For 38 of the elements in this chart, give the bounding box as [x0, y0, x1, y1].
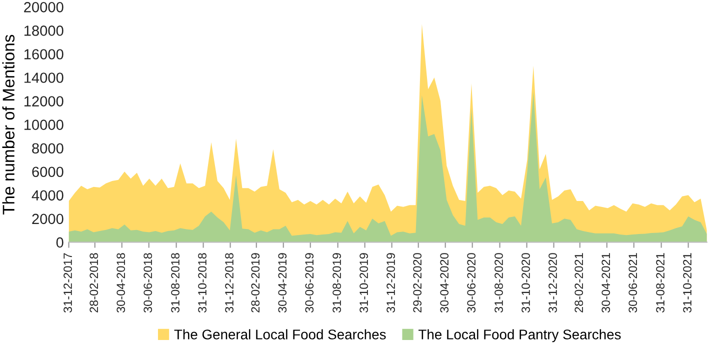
x-tick-label: 31-10-2019 — [360, 253, 368, 313]
x-tick-label: 29-02-2020 — [413, 253, 422, 312]
x-tick-label: 28-02-2018 — [90, 253, 98, 312]
x-tick-label: 31-08-2018 — [171, 253, 180, 313]
x-tick-label: 31-08-2020 — [494, 253, 503, 313]
x-tick-label: 30-04-2018 — [116, 253, 126, 313]
y-tick-label: 2000 — [32, 214, 64, 224]
x-tick-label: 30-04-2019 — [278, 253, 287, 313]
x-tick-label: 31-10-2021 — [683, 253, 692, 313]
x-tick-label: 31-12-2017 — [64, 253, 72, 313]
x-tick-label: 30-06-2019 — [305, 253, 314, 313]
x-tick-label: 31-10-2020 — [522, 253, 530, 313]
x-tick-label: 31-08-2021 — [656, 253, 664, 313]
x-tick-label: 28-02-2019 — [251, 253, 260, 312]
legend-label: The Local Food Pantry Searches — [418, 329, 621, 342]
x-tick-label: 30-06-2018 — [144, 253, 152, 313]
x-tick-label: 30-04-2021 — [602, 253, 610, 313]
y-tick-label: 18000 — [24, 26, 64, 36]
x-tick-label: 31-08-2019 — [332, 253, 341, 313]
y-tick-label: 12000 — [24, 96, 64, 106]
legend-label: The General Local Food Searches — [174, 329, 386, 340]
x-tick-label: 31-10-2018 — [198, 253, 206, 313]
x-tick-label: 30-06-2021 — [628, 253, 638, 313]
y-tick-label: 14000 — [24, 72, 64, 83]
y-tick-label: 6000 — [32, 166, 64, 178]
y-axis-title: The number of Mentions — [2, 34, 15, 214]
y-tick-label: 8000 — [32, 143, 64, 154]
y-tick-label: 20000 — [24, 2, 64, 12]
x-tick-label: 31-12-2019 — [386, 253, 395, 313]
y-tick-label: 10000 — [24, 120, 64, 130]
y-tick-label: 0 — [56, 237, 64, 248]
x-tick-label: 30-06-2020 — [467, 253, 476, 313]
x-tick-label: 31-12-2020 — [548, 253, 557, 313]
x-tick-label: 28-02-2021 — [574, 253, 584, 312]
x-tick-label: 30-04-2020 — [440, 253, 449, 313]
y-tick-label: 4000 — [32, 190, 64, 201]
y-tick-label: 16000 — [24, 49, 64, 60]
x-tick-label: 31-12-2018 — [225, 253, 234, 313]
